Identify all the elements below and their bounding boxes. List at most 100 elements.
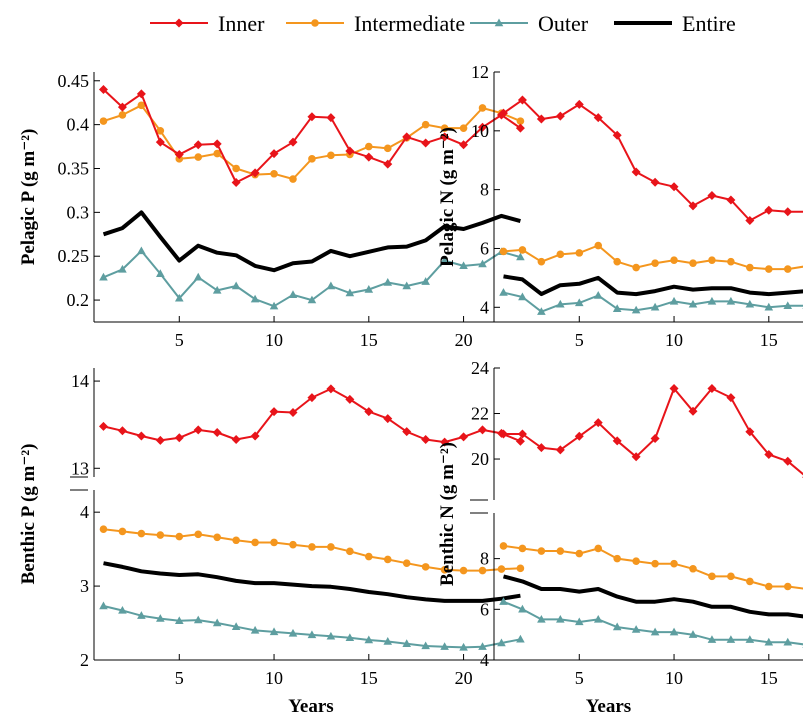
data-point-outer xyxy=(383,278,393,286)
data-point-inner xyxy=(326,384,336,394)
data-point-inner xyxy=(517,95,527,105)
legend-item-inner: Inner xyxy=(150,11,265,36)
legend-label-intermediate: Intermediate xyxy=(354,11,465,36)
data-point-inner xyxy=(212,428,222,438)
data-point-intermediate xyxy=(478,104,487,112)
series-inner-benthic-n xyxy=(498,383,803,479)
data-point-inner xyxy=(345,146,355,156)
data-point-inner xyxy=(155,435,165,445)
x-tick-label-benthic-p: 15 xyxy=(360,668,378,688)
data-point-intermediate xyxy=(537,257,546,266)
data-point-intermediate xyxy=(346,547,354,556)
y-tick-label-pelagic-n: 6 xyxy=(480,238,489,258)
series-outer-benthic-n xyxy=(499,597,803,648)
data-point-outer xyxy=(421,277,430,285)
data-point-intermediate xyxy=(537,547,546,555)
data-point-inner xyxy=(98,421,108,431)
data-point-inner xyxy=(364,407,374,417)
data-point-outer xyxy=(612,304,622,312)
panel-pelagic-p: 0.2 0.25 0.3 0.35 0.4 0.45 5 10 15 20 Pelagic P (g… xyxy=(18,71,803,350)
data-point-outer xyxy=(574,298,584,307)
y-axis-label-benthic-n: Benthic N (g m⁻²) xyxy=(437,442,458,586)
data-point-inner xyxy=(631,167,641,177)
data-point-intermediate xyxy=(689,259,697,267)
data-point-inner xyxy=(193,140,203,150)
data-point-outer xyxy=(669,296,679,305)
data-point-intermediate xyxy=(194,153,203,161)
data-point-outer xyxy=(593,614,603,623)
data-point-intermediate xyxy=(783,265,792,273)
data-point-intermediate xyxy=(308,543,316,551)
data-point-outer xyxy=(440,642,449,650)
data-point-intermediate xyxy=(575,249,584,257)
data-point-outer xyxy=(764,637,774,646)
y-tick-label-pelagic-p: 0.4 xyxy=(67,115,90,135)
panel-benthic-n: 20 22 24 4 6 8 5 10 15 20 Years Benthic N (g m⁻²) xyxy=(437,358,803,717)
x-tick-label-pelagic-n: 10 xyxy=(665,330,683,350)
data-point-inner xyxy=(726,195,736,205)
series-line-entire xyxy=(503,274,803,297)
data-point-inner xyxy=(345,394,355,404)
data-point-outer xyxy=(307,630,317,639)
data-point-inner xyxy=(688,406,698,416)
data-point-intermediate xyxy=(99,117,108,125)
data-point-inner xyxy=(231,178,241,188)
data-point-outer xyxy=(499,597,508,605)
data-point-intermediate xyxy=(689,564,697,573)
data-point-inner xyxy=(174,433,184,443)
data-point-inner xyxy=(574,99,584,109)
data-point-outer xyxy=(707,635,717,643)
data-point-outer xyxy=(593,291,603,299)
data-point-intermediate xyxy=(137,529,146,538)
data-point-outer xyxy=(459,261,468,270)
data-point-inner xyxy=(669,383,679,393)
data-point-outer xyxy=(537,307,546,315)
data-point-intermediate xyxy=(156,126,165,135)
legend-item-entire: Entire xyxy=(614,11,736,36)
data-point-outer xyxy=(764,302,774,311)
data-point-inner xyxy=(478,425,488,435)
data-point-inner xyxy=(383,159,393,169)
data-point-inner xyxy=(498,108,508,118)
data-point-intermediate xyxy=(670,559,678,568)
data-point-inner xyxy=(707,191,717,201)
series-intermediate-benthic-n xyxy=(499,542,803,591)
x-tick-label-benthic-p: 5 xyxy=(175,668,184,688)
data-point-inner xyxy=(612,130,622,140)
series-inner-pelagic-p xyxy=(98,85,525,188)
panels: 0.2 0.25 0.3 0.35 0.4 0.45 5 10 15 20 Pelagic P (g… xyxy=(18,62,803,717)
data-point-inner xyxy=(536,443,546,453)
data-point-intermediate xyxy=(327,543,335,551)
data-point-inner xyxy=(402,132,412,142)
data-point-intermediate xyxy=(99,525,108,533)
data-point-inner xyxy=(269,407,279,417)
data-point-intermediate xyxy=(308,155,316,163)
data-point-inner xyxy=(650,434,660,444)
data-point-intermediate xyxy=(765,265,773,273)
data-point-intermediate xyxy=(232,536,240,545)
data-point-inner xyxy=(707,383,717,393)
series-line-outer xyxy=(103,605,521,649)
data-point-inner xyxy=(174,149,184,159)
data-point-intermediate xyxy=(270,538,278,547)
data-point-intermediate xyxy=(459,566,468,575)
legend-marker-outer xyxy=(494,18,504,27)
data-point-outer xyxy=(726,296,736,305)
y-axis-label-pelagic-n: Pelagic N (g m⁻²) xyxy=(437,127,458,267)
x-tick-label-benthic-p: 10 xyxy=(265,668,283,688)
data-point-outer xyxy=(688,299,698,308)
data-point-outer xyxy=(174,293,184,302)
data-point-inner xyxy=(669,182,679,192)
data-point-intermediate xyxy=(440,124,449,132)
legend-label-entire: Entire xyxy=(682,11,736,36)
series-entire-pelagic-n xyxy=(503,274,803,297)
series-entire-benthic-n xyxy=(502,574,803,619)
data-point-outer xyxy=(174,616,184,625)
data-point-inner xyxy=(783,456,793,466)
data-point-intermediate xyxy=(402,559,411,567)
series-entire-benthic-p xyxy=(103,561,521,603)
data-point-intermediate xyxy=(421,563,430,571)
data-point-outer xyxy=(669,627,679,636)
data-point-outer xyxy=(326,631,336,640)
data-point-outer xyxy=(726,635,736,643)
